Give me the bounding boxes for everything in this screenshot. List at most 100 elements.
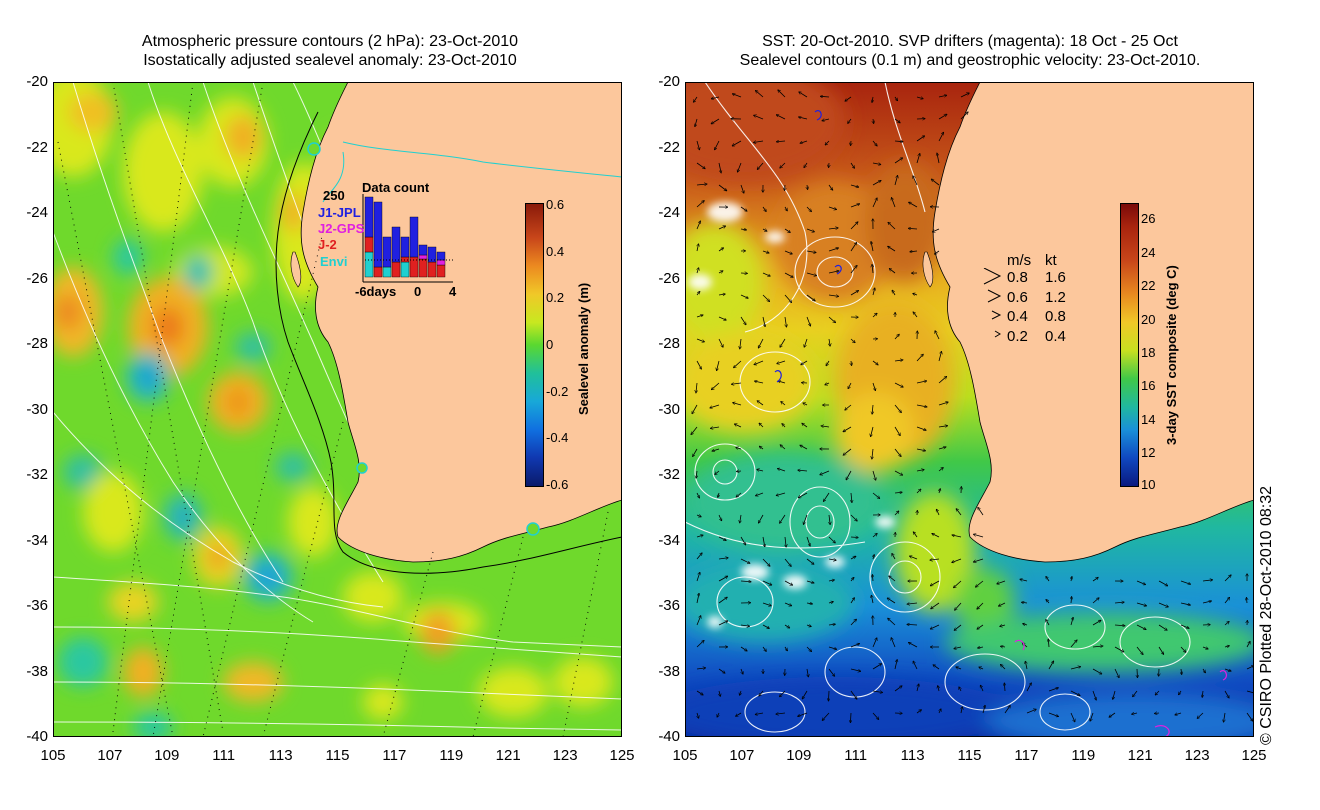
velocity-arrow	[850, 204, 860, 208]
velocity-arrow	[738, 162, 742, 172]
velocity-arrow	[973, 558, 984, 562]
inset-bar	[427, 261, 437, 278]
velocity-arrow	[936, 509, 940, 516]
velocity-arrow	[1004, 706, 1010, 714]
sst-map	[685, 82, 1254, 737]
velocity-arrow	[778, 469, 786, 472]
velocity-arrow	[821, 426, 830, 427]
velocity-arrow	[711, 96, 720, 99]
velocity-arrow	[931, 602, 940, 609]
velocity-arrow	[1048, 688, 1058, 692]
velocity-arrow	[850, 598, 854, 604]
velocity-arrow	[785, 316, 786, 327]
velocity-arrow	[828, 624, 835, 625]
velocity-arrow	[913, 312, 918, 318]
velocity-arrow	[692, 404, 698, 414]
velocity-legend-ms-header: m/s	[1007, 252, 1032, 269]
velocity-arrow	[1022, 602, 1028, 603]
velocity-arrow	[846, 470, 852, 480]
velocity-arrow	[828, 295, 838, 296]
velocity-legend-ms: 0.8	[1007, 269, 1028, 286]
velocity-arrow	[850, 243, 856, 252]
velocity-arrow	[955, 602, 962, 610]
velocity-arrow	[784, 602, 792, 606]
velocity-arrow	[762, 206, 766, 211]
velocity-arrow	[850, 644, 859, 648]
velocity-arrow	[909, 202, 918, 208]
velocity-arrow	[784, 558, 791, 566]
velocity-arrow	[961, 707, 962, 714]
velocity-arrow	[952, 558, 962, 562]
velocity-legend-kt: 0.4	[1045, 328, 1066, 345]
velocity-arrow	[1224, 690, 1229, 698]
left-lat-tick: -34	[26, 531, 48, 549]
velocity-arrow	[935, 250, 940, 254]
velocity-arrow	[931, 179, 940, 186]
velocity-arrow	[938, 132, 944, 142]
velocity-arrow	[1133, 690, 1138, 697]
velocity-arrow	[780, 162, 786, 168]
velocity-arrow	[754, 360, 764, 365]
velocity-arrow	[894, 404, 901, 413]
velocity-arrow	[732, 140, 742, 146]
right-lon-tick: 109	[786, 747, 812, 764]
velocity-arrow	[850, 162, 854, 168]
velocity-arrow	[696, 616, 701, 626]
velocity-arrow	[938, 402, 948, 406]
credit-text: © CSIRO Plotted 28-Oct-2010 08:32	[1258, 485, 1275, 745]
velocity-arrow	[806, 646, 811, 651]
velocity-arrow	[828, 271, 839, 274]
velocity-arrow	[872, 470, 876, 480]
velocity-arrow	[718, 558, 728, 559]
velocity-arrow	[980, 685, 984, 692]
velocity-arrow	[1197, 712, 1204, 718]
velocity-arrow	[754, 141, 764, 143]
velocity-arrow	[718, 514, 722, 521]
velocity-arrow	[872, 96, 873, 102]
inset-legend-envi: Envi	[320, 254, 348, 269]
velocity-arrow	[889, 576, 896, 582]
left-title-line2: Isostatically adjusted sealevel anomaly:…	[143, 52, 517, 69]
velocity-arrow	[916, 426, 926, 430]
velocity-legend-ms: 0.6	[1007, 289, 1028, 306]
velocity-arrow	[913, 661, 918, 670]
inset-bar	[400, 236, 410, 258]
velocity-arrow	[828, 690, 829, 701]
velocity-arrow	[894, 158, 903, 164]
velocity-arrow	[997, 580, 1006, 584]
velocity-legend-kt: 1.2	[1045, 289, 1066, 306]
velocity-arrow	[1224, 712, 1225, 722]
velocity-arrow	[718, 226, 726, 230]
velocity-arrow	[872, 313, 877, 318]
velocity-arrow	[1025, 661, 1027, 670]
velocity-arrow	[1246, 666, 1254, 670]
velocity-arrow	[1046, 620, 1050, 626]
right-lat-tick: -22	[658, 138, 680, 156]
velocity-arrow	[780, 514, 786, 523]
velocity-arrow	[910, 556, 918, 560]
sst-cb-tick: 20	[1141, 312, 1156, 327]
velocity-arrow	[715, 470, 720, 474]
velocity-arrow	[977, 624, 984, 629]
left-lon-tick: 119	[439, 747, 464, 764]
right-title-line1: SST: 20-Oct-2010. SVP drifters (magenta)…	[762, 33, 1178, 50]
velocity-arrow	[696, 315, 703, 318]
velocity-arrow	[1175, 713, 1182, 715]
velocity-arrow	[776, 141, 786, 142]
velocity-arrow	[776, 713, 786, 714]
velocity-arrow	[913, 176, 918, 186]
velocity-arrow	[825, 140, 830, 145]
velocity-arrow	[825, 383, 830, 385]
velocity-arrow	[1092, 620, 1101, 626]
velocity-arrow	[1004, 683, 1005, 692]
velocity-arrow	[916, 489, 921, 494]
velocity-arrow	[696, 640, 704, 648]
velocity-arrow	[916, 448, 925, 451]
velocity-arrow	[806, 251, 816, 253]
velocity-arrow	[1026, 709, 1036, 714]
velocity-arrow	[872, 382, 875, 390]
velocity-arrow	[740, 294, 748, 298]
velocity-arrow	[1071, 597, 1072, 604]
right-lat-tick: -38	[658, 662, 680, 680]
velocity-arrow	[740, 581, 751, 582]
